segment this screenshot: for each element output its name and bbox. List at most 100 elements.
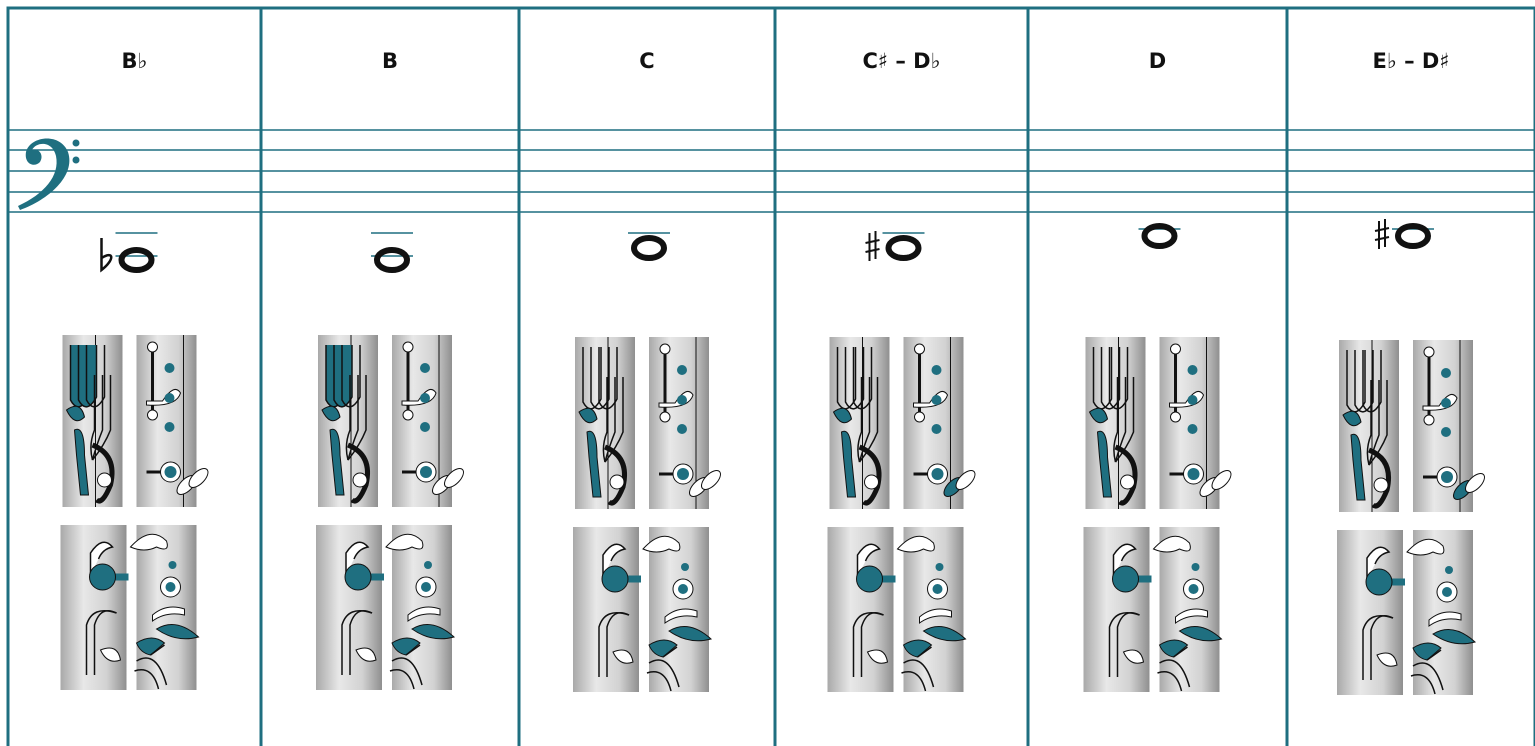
pad-key bbox=[1122, 649, 1145, 664]
pad-key bbox=[832, 407, 853, 424]
pad-key bbox=[902, 639, 933, 658]
closed-key bbox=[1441, 427, 1451, 437]
note-head bbox=[1141, 223, 1178, 249]
rod-key bbox=[1113, 377, 1119, 463]
closed-key bbox=[1191, 563, 1200, 571]
closed-key bbox=[168, 561, 177, 569]
curl-key bbox=[345, 541, 370, 575]
rod-key bbox=[602, 377, 608, 463]
petal-key bbox=[1465, 473, 1485, 493]
note-name: B♭ bbox=[122, 49, 148, 73]
rod-key bbox=[1114, 377, 1135, 463]
pad-key bbox=[1178, 626, 1223, 642]
curl-key bbox=[602, 543, 627, 577]
sharp bbox=[1374, 219, 1390, 249]
curl-key bbox=[1367, 447, 1391, 509]
heel-key bbox=[389, 644, 423, 690]
lever-key bbox=[586, 430, 602, 498]
lever-key bbox=[349, 610, 373, 675]
curl-key bbox=[1366, 546, 1391, 580]
petal-key bbox=[701, 470, 721, 490]
small-key bbox=[147, 409, 158, 421]
rod-key bbox=[858, 377, 871, 463]
note-name: C bbox=[639, 49, 654, 73]
closed-key bbox=[856, 565, 883, 593]
pad-key bbox=[648, 639, 678, 658]
closed-key bbox=[1365, 568, 1393, 596]
ring-pad bbox=[164, 466, 177, 478]
fingering-column: C bbox=[573, 49, 721, 692]
rod-key bbox=[1100, 347, 1121, 410]
ring-pad bbox=[420, 466, 432, 478]
ring-pad bbox=[1187, 468, 1200, 480]
fingering-column: E♭ – D♯ bbox=[1337, 49, 1485, 695]
rod-key bbox=[858, 377, 879, 463]
fingering-column: C♯ – D♭ bbox=[827, 49, 976, 692]
clef-dot bbox=[72, 139, 80, 147]
curl-key bbox=[896, 535, 935, 553]
ring-pad bbox=[678, 584, 688, 594]
small-key bbox=[1170, 343, 1181, 355]
heel-key bbox=[134, 644, 168, 690]
curl-key bbox=[385, 533, 424, 551]
small-key bbox=[1423, 414, 1435, 426]
small-key bbox=[147, 341, 158, 353]
closed-key bbox=[1112, 565, 1139, 593]
pad-key bbox=[391, 637, 421, 656]
rod-key bbox=[857, 377, 863, 463]
closed-key bbox=[677, 424, 687, 434]
open-hole bbox=[1120, 474, 1135, 490]
columns: B♭ B C C♯ – D♭ D E♭ – D♯ bbox=[6, 6, 1535, 746]
pad-key bbox=[1432, 629, 1477, 645]
pad-key bbox=[1342, 410, 1362, 427]
ring-pad bbox=[1441, 471, 1453, 483]
note-head bbox=[118, 247, 155, 273]
heel-key bbox=[1157, 646, 1191, 692]
curl-key bbox=[642, 535, 681, 553]
pad-key bbox=[411, 624, 456, 640]
ring-pad bbox=[932, 584, 943, 594]
frame bbox=[6, 6, 1535, 746]
pad-key bbox=[135, 637, 166, 656]
rod-key bbox=[1368, 380, 1380, 466]
lever-key bbox=[1175, 608, 1208, 624]
note-head bbox=[885, 235, 922, 261]
lever-key bbox=[73, 428, 90, 496]
pad-key bbox=[1376, 652, 1398, 667]
rod-key bbox=[347, 375, 359, 461]
lever-key bbox=[840, 430, 857, 498]
lever-key bbox=[1116, 612, 1140, 677]
curl-key bbox=[856, 543, 881, 577]
small-key bbox=[659, 411, 671, 423]
closed-key bbox=[677, 365, 687, 375]
open-hole bbox=[609, 474, 625, 490]
fingering-column: B bbox=[316, 49, 464, 690]
fingering-column: B♭ bbox=[60, 49, 209, 690]
closed-key bbox=[935, 563, 944, 571]
ring-pad bbox=[931, 468, 944, 480]
closed-key bbox=[931, 365, 942, 375]
curl-key bbox=[91, 442, 115, 504]
note-head bbox=[631, 235, 667, 261]
closed-key bbox=[931, 395, 942, 405]
ring-pad bbox=[677, 468, 689, 480]
closed-key bbox=[1441, 398, 1451, 408]
closed-key bbox=[424, 561, 432, 569]
clef-dot bbox=[72, 156, 80, 164]
closed-key bbox=[1441, 368, 1451, 378]
lever-key bbox=[860, 612, 884, 677]
rod-key bbox=[91, 375, 104, 461]
rod-key bbox=[604, 377, 616, 463]
flat bbox=[100, 238, 113, 273]
petal-key bbox=[1211, 470, 1232, 490]
closed-key bbox=[931, 424, 942, 434]
lever-key bbox=[1428, 611, 1462, 627]
closed-key bbox=[681, 563, 689, 571]
heel-key bbox=[646, 646, 680, 692]
pad-key bbox=[578, 407, 598, 424]
curl-key bbox=[1112, 543, 1137, 577]
pad-key bbox=[155, 624, 200, 640]
closed-key bbox=[164, 393, 175, 403]
closed-key bbox=[601, 565, 629, 593]
